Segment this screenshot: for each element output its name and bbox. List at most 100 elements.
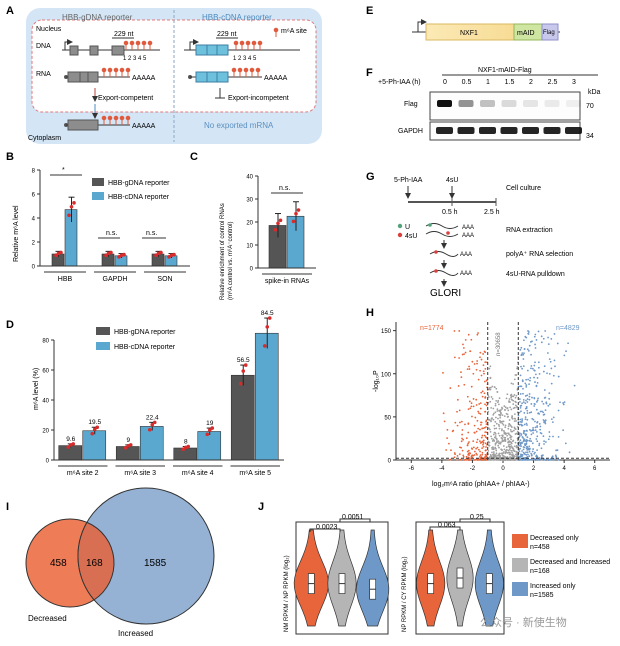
gapdh-band — [565, 127, 582, 134]
scatter-point — [489, 388, 492, 391]
scatter-point — [466, 450, 469, 453]
scatter-point — [508, 441, 510, 443]
scatter-point — [546, 459, 549, 461]
scatter-point — [526, 436, 529, 439]
scatter-point — [462, 455, 465, 458]
scatter-point — [512, 395, 515, 398]
x-tick-label: -4 — [439, 466, 445, 472]
scatter-point — [495, 416, 497, 419]
scatter-point — [484, 458, 486, 461]
scatter-point — [461, 437, 463, 440]
scatter-point — [542, 435, 545, 438]
ylabel-j-right: NP RPKM / CY RPKM (log₂) — [402, 557, 408, 632]
panel-h: H -log₁₀P 0 50 100 150 -6 -4 -2 0 2 4 6 n=1774 n=3… — [366, 307, 610, 488]
scatter-point — [458, 409, 461, 412]
venn-count-right: 1585 — [144, 558, 167, 569]
scatter-point — [493, 456, 496, 459]
data-point — [109, 250, 113, 255]
scatter-point — [513, 420, 516, 423]
scatter-point — [519, 444, 522, 447]
scatter-point — [464, 338, 467, 341]
scatter-point — [522, 392, 524, 395]
scatter-point — [549, 360, 552, 363]
glori-label: GLORI — [430, 288, 461, 299]
data-point — [66, 445, 71, 449]
scatter-point — [519, 374, 522, 377]
scatter-point — [458, 330, 461, 332]
venn-count-left: 458 — [50, 558, 67, 569]
scatter-point — [505, 449, 507, 452]
scatter-point — [518, 411, 521, 414]
scatter-point — [497, 441, 499, 443]
scatter-point — [489, 430, 492, 433]
scatter-point — [513, 450, 516, 453]
scatter-point — [534, 343, 536, 346]
legend-4su: 4sU — [405, 233, 417, 240]
data-point — [67, 213, 71, 218]
scatter-point — [507, 445, 510, 448]
scatter-point — [528, 455, 531, 458]
scatter-point — [476, 362, 478, 365]
scatter-point — [445, 449, 448, 451]
scatter-point — [505, 446, 508, 449]
scatter-point — [446, 459, 449, 461]
scatter-point — [499, 416, 502, 419]
scatter-point — [520, 434, 523, 436]
scatter-point — [484, 368, 487, 370]
y-tick-label: 50 — [384, 415, 391, 421]
scatter-point — [453, 330, 456, 332]
flag-label: Flag — [543, 30, 555, 36]
scatter-point — [479, 455, 481, 458]
scatter-point — [489, 365, 492, 368]
scatter-point — [515, 444, 518, 447]
scatter-point — [502, 424, 505, 426]
scatter-point — [506, 416, 509, 418]
scatter-point — [522, 358, 525, 360]
scatter-point — [484, 436, 487, 438]
scatter-point — [533, 402, 536, 405]
scatter-point — [534, 451, 536, 454]
scatter-point — [526, 369, 529, 372]
scatter-point — [493, 412, 495, 415]
scatter-point — [554, 454, 557, 457]
data-label: 9 — [126, 437, 130, 444]
scatter-point — [494, 446, 497, 449]
panel-i: I 458 168 1585 Decreased Increased — [6, 487, 215, 638]
scatter-point — [485, 419, 488, 422]
data-point — [59, 250, 63, 255]
scatter-point — [520, 410, 522, 413]
gapdh-band — [500, 127, 518, 134]
scatter-point — [503, 415, 506, 418]
scatter-point — [542, 337, 545, 340]
scatter-point — [513, 378, 516, 381]
flag-band — [523, 100, 538, 107]
scatter-point — [506, 393, 509, 396]
data-label: 8 — [184, 439, 188, 446]
scatter-point — [509, 424, 512, 427]
scatter-point — [563, 354, 566, 357]
scatter-point — [524, 434, 527, 437]
scatter-point — [528, 398, 531, 401]
scatter-point — [525, 451, 527, 454]
scatter-point — [484, 410, 487, 413]
scatter-point — [443, 420, 446, 423]
data-label: 22.4 — [146, 414, 159, 421]
scatter-point — [525, 422, 528, 425]
scatter-point — [485, 426, 487, 428]
scatter-point — [495, 427, 498, 430]
scatter-point — [480, 436, 483, 439]
scatter-point — [470, 338, 473, 341]
scatter-point — [548, 358, 551, 360]
panel-label-d: D — [6, 319, 14, 331]
n-unchanged-h: n=30658 — [496, 332, 502, 356]
scatter-point — [480, 374, 483, 377]
scatter-point — [510, 453, 512, 456]
scatter-point — [541, 410, 543, 413]
scatter-point — [538, 423, 541, 425]
scatter-point — [519, 348, 522, 351]
bar — [139, 426, 164, 461]
scatter-point — [504, 438, 507, 441]
scatter-point — [484, 442, 487, 445]
scatter-point — [523, 429, 525, 432]
scatter-point — [477, 410, 480, 413]
